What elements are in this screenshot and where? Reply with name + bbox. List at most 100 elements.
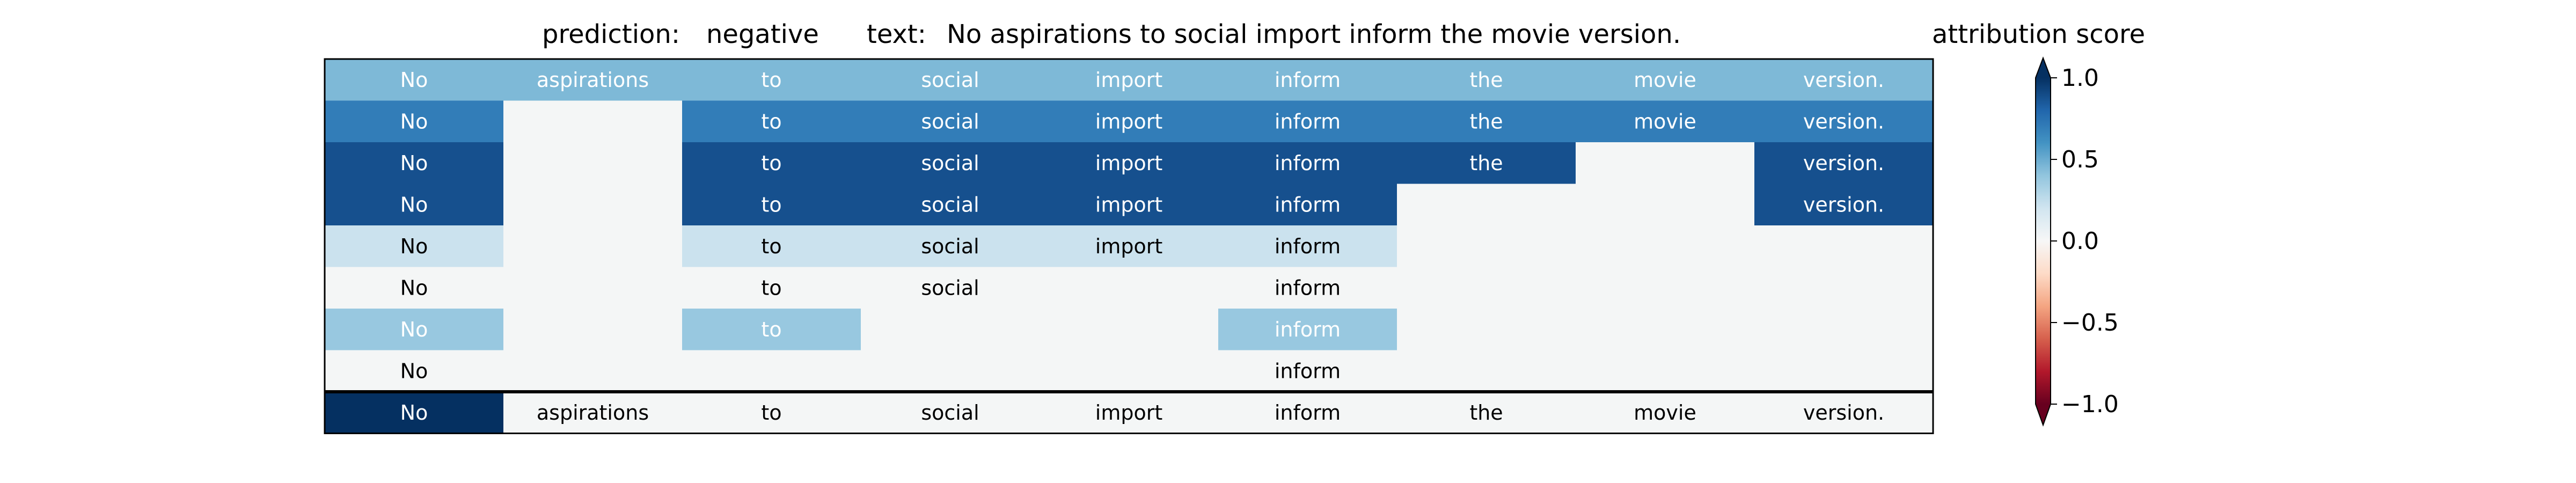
heatmap-cell bbox=[1576, 184, 1755, 226]
heatmap-cell-label: inform bbox=[1275, 359, 1341, 383]
heatmap-cell-label: to bbox=[761, 109, 781, 133]
colorbar-tick-label: 0.5 bbox=[2061, 146, 2099, 173]
heatmap-cell-label: social bbox=[921, 401, 979, 425]
colorbar-extend-top bbox=[2036, 58, 2051, 78]
colorbar-tick-label: −1.0 bbox=[2061, 391, 2119, 418]
heatmap-cell bbox=[1218, 392, 1397, 434]
heatmap-cell bbox=[1040, 309, 1219, 350]
heatmap-cell-label: import bbox=[1095, 109, 1162, 133]
heatmap-cell bbox=[1754, 59, 1934, 101]
heatmap-cell bbox=[325, 142, 504, 184]
heatmap-cell-label: No bbox=[400, 193, 428, 216]
heatmap-cell-label: the bbox=[1469, 68, 1503, 92]
heatmap-cell bbox=[1576, 59, 1755, 101]
heatmap-cell bbox=[1754, 350, 1934, 392]
heatmap-cell bbox=[861, 59, 1040, 101]
heatmap-cell-label: import bbox=[1095, 401, 1162, 425]
heatmap-cell-label: inform bbox=[1275, 193, 1341, 216]
heatmap-cell bbox=[503, 392, 683, 434]
heatmap-cell-label: inform bbox=[1275, 109, 1341, 133]
heatmap-cell bbox=[861, 350, 1040, 392]
heatmap-cell bbox=[861, 184, 1040, 226]
heatmap-cell bbox=[325, 184, 504, 226]
heatmap-cell bbox=[325, 309, 504, 350]
heatmap-cell bbox=[1397, 100, 1576, 143]
heatmap-cell bbox=[325, 100, 504, 143]
heatmap-cell bbox=[1040, 225, 1219, 267]
heatmap-cell bbox=[1397, 267, 1576, 309]
heatmap-cell-label: to bbox=[761, 151, 781, 175]
heatmap-cell-label: inform bbox=[1275, 401, 1341, 425]
heatmap-cell bbox=[325, 225, 504, 267]
heatmap-cell-label: aspirations bbox=[537, 401, 649, 425]
heatmap-cell bbox=[1576, 225, 1755, 267]
heatmap-cell-label: No bbox=[400, 68, 428, 92]
heatmap-cell bbox=[861, 142, 1040, 184]
heatmap-cell bbox=[1218, 309, 1397, 350]
heatmap-cell-label: the bbox=[1469, 151, 1503, 175]
heatmap-cell bbox=[1397, 392, 1576, 434]
heatmap-cell-label: import bbox=[1095, 193, 1162, 216]
heatmap-cell bbox=[1576, 142, 1755, 184]
heatmap-cell bbox=[1754, 142, 1934, 184]
prediction-value: negative bbox=[706, 19, 819, 49]
heatmap-cell bbox=[1576, 100, 1755, 143]
colorbar-title: attribution score bbox=[1932, 19, 2145, 49]
heatmap-cell-label: No bbox=[400, 276, 428, 299]
heatmap-cell bbox=[1218, 100, 1397, 143]
heatmap-cell-label: to bbox=[761, 235, 781, 258]
heatmap-cell-label: No bbox=[400, 109, 428, 133]
heatmap-cell bbox=[682, 184, 861, 226]
heatmap-cell bbox=[325, 59, 504, 101]
heatmap-cell bbox=[682, 350, 861, 392]
heatmap-cell bbox=[1218, 225, 1397, 267]
heatmap-cell bbox=[861, 100, 1040, 143]
heatmap-cell bbox=[1040, 267, 1219, 309]
heatmap-cell bbox=[682, 59, 861, 101]
heatmap-cell bbox=[503, 142, 683, 184]
heatmap-cell-label: version. bbox=[1803, 151, 1884, 175]
heatmap-cell bbox=[682, 267, 861, 309]
heatmap-cell-label: to bbox=[761, 193, 781, 216]
heatmap-cell-label: movie bbox=[1634, 109, 1696, 133]
heatmap-cell bbox=[1576, 309, 1755, 350]
heatmap-cell-label: inform bbox=[1275, 68, 1341, 92]
heatmap-cell bbox=[682, 309, 861, 350]
heatmap-cell bbox=[503, 59, 683, 101]
heatmap-cell-label: social bbox=[921, 276, 979, 299]
heatmap-cell bbox=[503, 350, 683, 392]
heatmap-cell bbox=[1397, 350, 1576, 392]
heatmap-cell bbox=[503, 267, 683, 309]
heatmap-cell bbox=[325, 392, 504, 434]
heatmap-cell bbox=[1040, 392, 1219, 434]
heatmap-cell bbox=[1754, 100, 1934, 143]
heatmap-grid: No aspirations to social import inform the movi… bbox=[324, 58, 1934, 434]
heatmap-cell-label: version. bbox=[1803, 68, 1884, 92]
heatmap-cell-label: to bbox=[761, 68, 781, 92]
heatmap-cell-label: the bbox=[1469, 401, 1503, 425]
heatmap-cell bbox=[1218, 267, 1397, 309]
heatmap-cell-label: movie bbox=[1634, 68, 1696, 92]
heatmap-cell bbox=[1754, 267, 1934, 309]
heatmap-cell bbox=[1218, 350, 1397, 392]
heatmap-cell-label: import bbox=[1095, 68, 1162, 92]
heatmap-cell bbox=[682, 392, 861, 434]
heatmap-cell-label: version. bbox=[1803, 401, 1884, 425]
heatmap-cell bbox=[1040, 142, 1219, 184]
heatmap-cell-label: No bbox=[400, 359, 428, 383]
heatmap-cell bbox=[1397, 59, 1576, 101]
heatmap-cell-label: social bbox=[921, 235, 979, 258]
colorbar-tick-label: 0.0 bbox=[2061, 228, 2099, 255]
heatmap-cell-label: No bbox=[400, 318, 428, 341]
heatmap-cell bbox=[503, 184, 683, 226]
prediction-label: prediction: bbox=[542, 19, 680, 49]
heatmap-cell-label: the bbox=[1469, 109, 1503, 133]
heatmap-cell-label: inform bbox=[1275, 276, 1341, 299]
heatmap-cell-label: import bbox=[1095, 235, 1162, 258]
heatmap-cell-label: to bbox=[761, 401, 781, 425]
heatmap-cell bbox=[1040, 100, 1219, 143]
heatmap-cell bbox=[1040, 184, 1219, 226]
heatmap-cell bbox=[1576, 392, 1755, 434]
heatmap-cell bbox=[503, 100, 683, 143]
